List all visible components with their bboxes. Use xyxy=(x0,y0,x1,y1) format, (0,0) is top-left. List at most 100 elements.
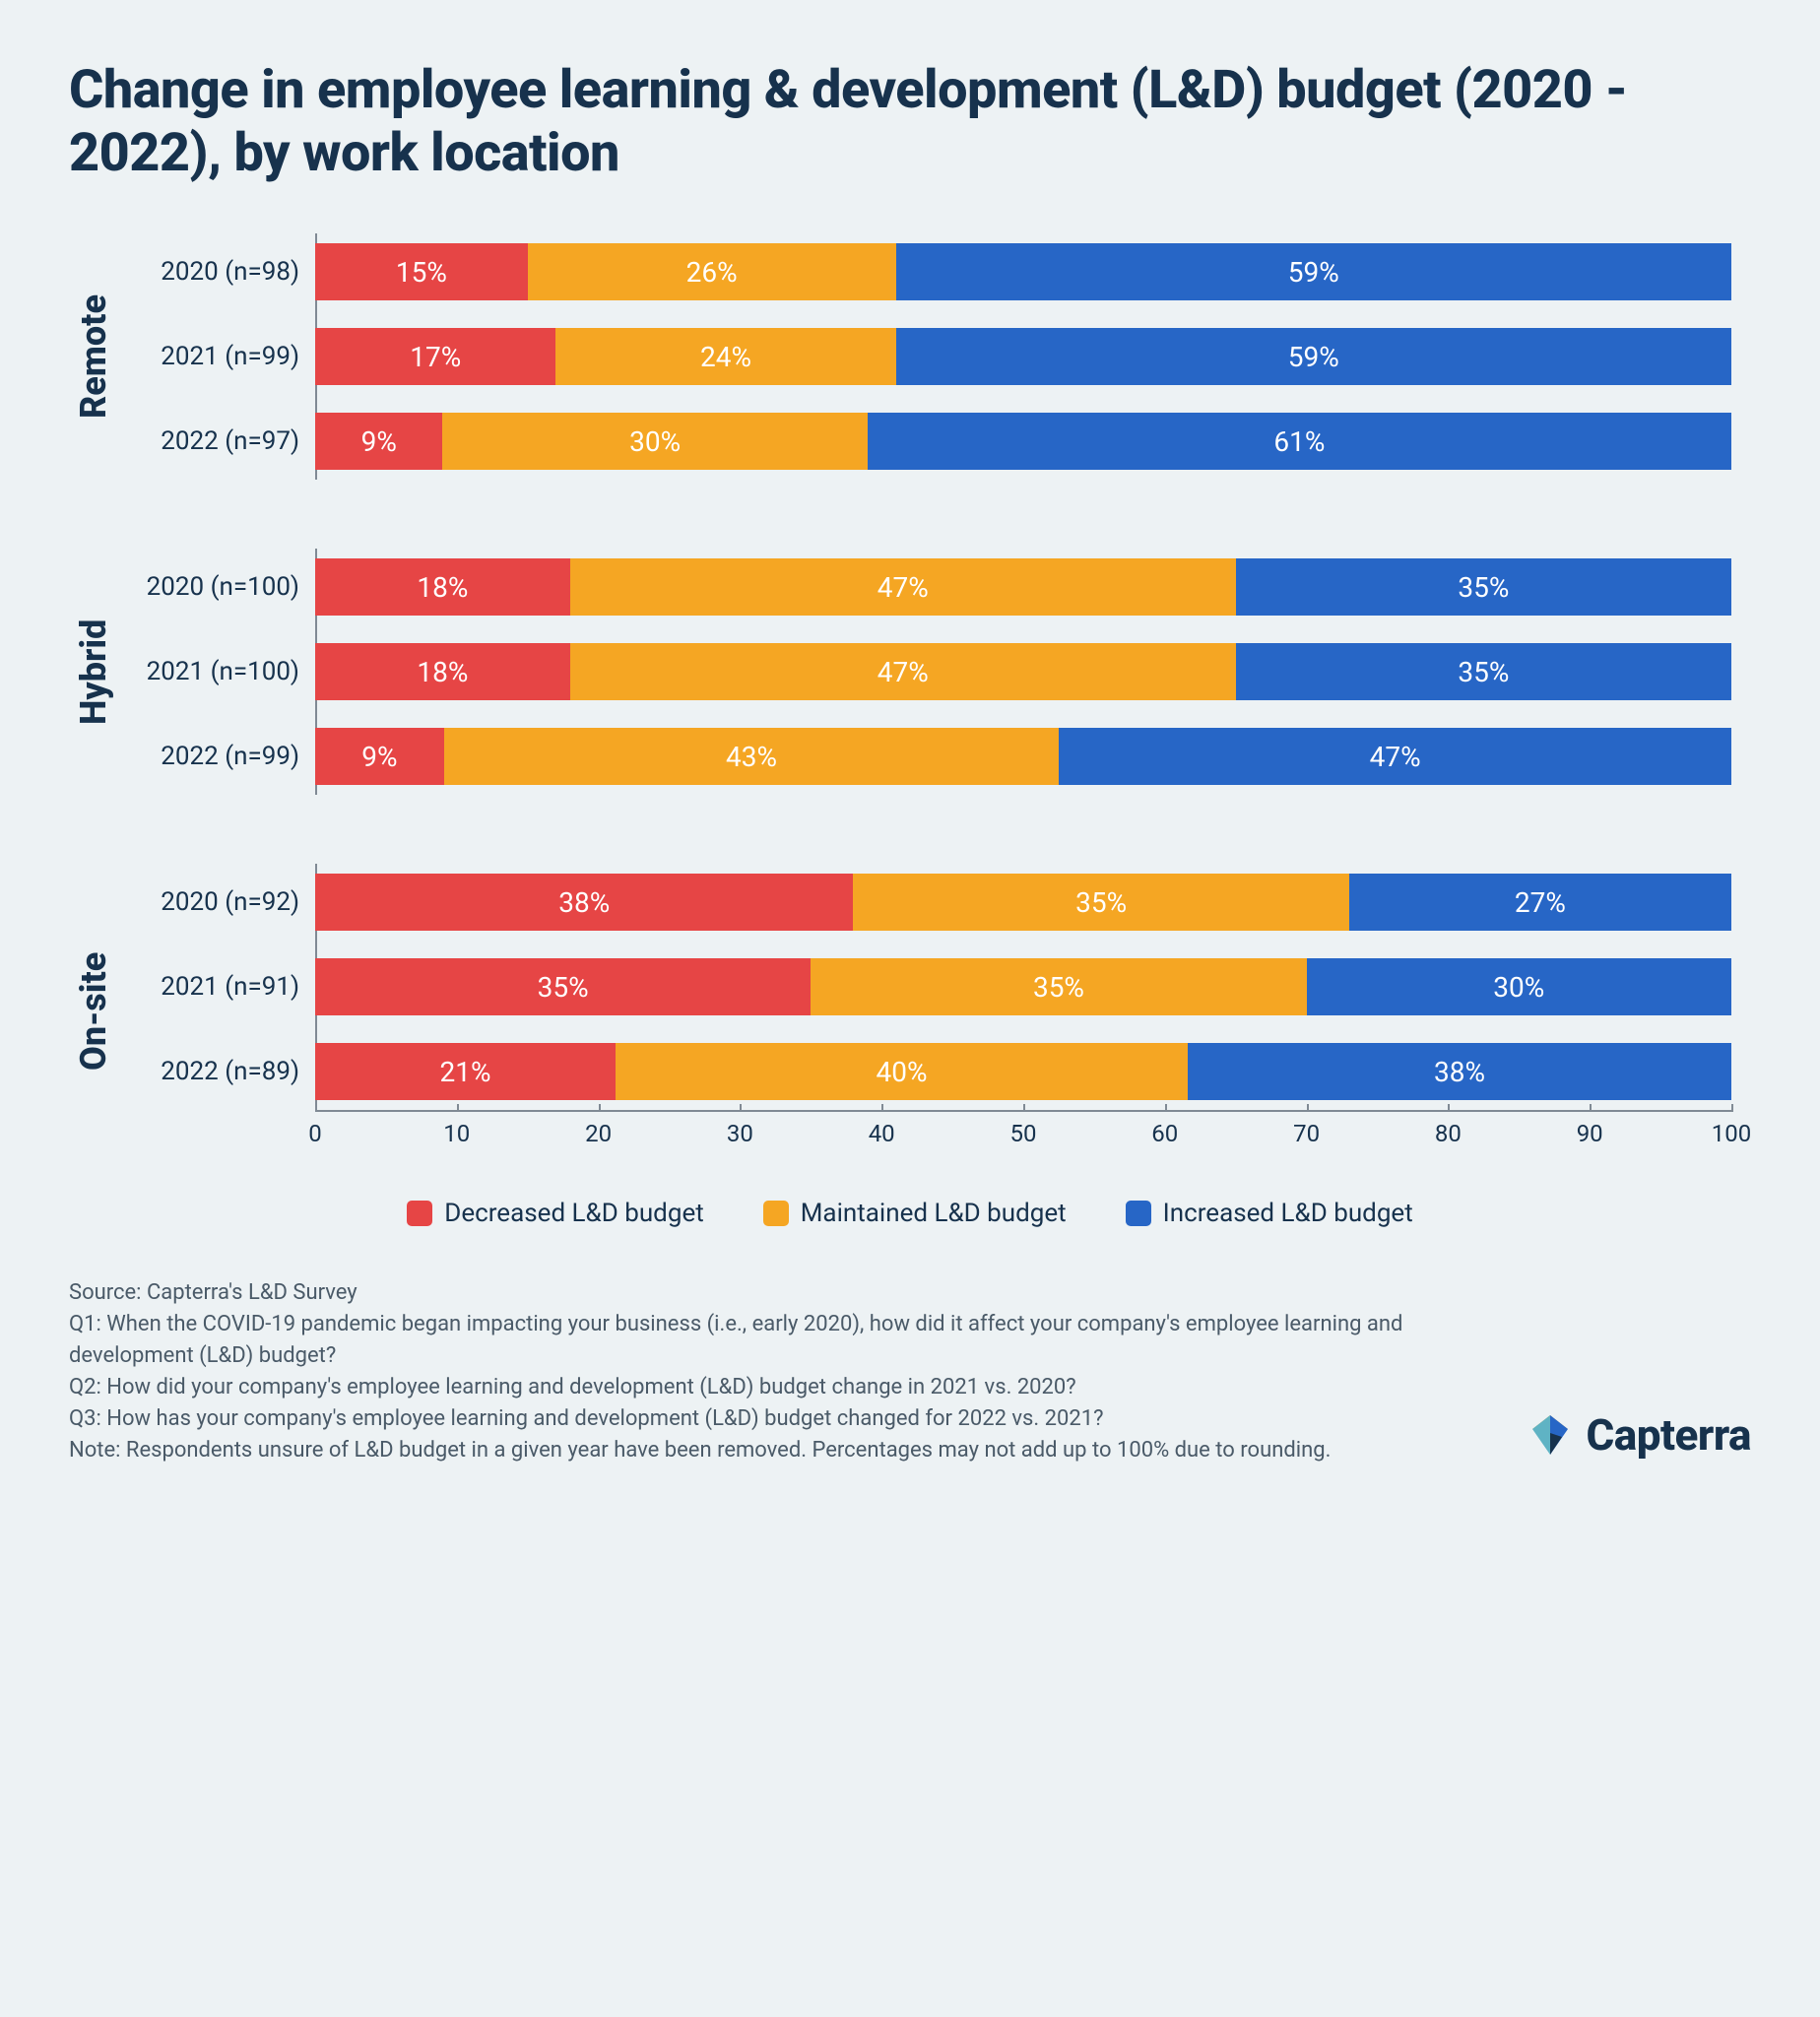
bars: 2020 (n=92)38%35%27% 2021 (n=91)35%35%30%… xyxy=(315,864,1731,1110)
bar-segment-decreased: 9% xyxy=(315,728,444,785)
bar-segment-decreased: 18% xyxy=(315,558,570,616)
axis-tick xyxy=(599,1104,601,1112)
stacked-bar: 15%26%59% xyxy=(315,243,1731,300)
bar-segment-decreased: 15% xyxy=(315,243,528,300)
stacked-bar: 21%40%38% xyxy=(315,1043,1731,1100)
bar-segment-maintained: 47% xyxy=(570,558,1236,616)
footer-q1: Q1: When the COVID-19 pandemic began imp… xyxy=(69,1309,1487,1372)
footer-note: Note: Respondents unsure of L&D budget i… xyxy=(69,1435,1487,1466)
bar-segment-maintained: 35% xyxy=(811,958,1306,1015)
bar-segment-increased: 30% xyxy=(1307,958,1731,1015)
row-label: 2022 (n=99) xyxy=(118,742,315,771)
axis-tick xyxy=(740,1104,742,1112)
bar-row: 2021 (n=91)35%35%30% xyxy=(317,958,1731,1015)
legend: Decreased L&D budget Maintained L&D budg… xyxy=(69,1199,1751,1228)
axis-tick-label: 50 xyxy=(1010,1120,1037,1147)
row-label: 2020 (n=98) xyxy=(118,257,315,287)
footer-q2: Q2: How did your company's employee lear… xyxy=(69,1372,1487,1403)
bar-segment-increased: 27% xyxy=(1349,874,1731,931)
swatch-maintained xyxy=(763,1201,789,1226)
bar-segment-maintained: 43% xyxy=(444,728,1060,785)
chart-group: Remote2020 (n=98)15%26%59%2021 (n=99)17%… xyxy=(69,233,1731,480)
bar-segment-decreased: 18% xyxy=(315,643,570,700)
group-label: Hybrid xyxy=(69,549,118,795)
bar-segment-decreased: 9% xyxy=(315,413,442,470)
axis-tick xyxy=(1023,1104,1025,1112)
legend-label-increased: Increased L&D budget xyxy=(1163,1199,1413,1228)
axis-tick-label: 0 xyxy=(308,1120,322,1147)
stacked-bar: 18%47%35% xyxy=(315,643,1731,700)
capterra-logo-text: Capterra xyxy=(1586,1409,1751,1461)
row-label: 2021 (n=100) xyxy=(118,657,315,686)
chart-group: On-site2020 (n=92)38%35%27%2021 (n=91)35… xyxy=(69,864,1731,1159)
chart-title: Change in employee learning & developmen… xyxy=(69,59,1751,184)
axis-tick xyxy=(315,1104,317,1112)
bar-row: 2020 (n=98)15%26%59% xyxy=(317,243,1731,300)
footer-q3: Q3: How has your company's employee lear… xyxy=(69,1403,1487,1435)
capterra-logo: Capterra xyxy=(1527,1409,1751,1466)
axis-tick-label: 10 xyxy=(443,1120,470,1147)
bar-segment-decreased: 17% xyxy=(315,328,555,385)
axis-tick xyxy=(1165,1104,1167,1112)
row-label: 2022 (n=89) xyxy=(118,1057,315,1086)
legend-label-maintained: Maintained L&D budget xyxy=(801,1199,1067,1228)
bar-row: 2022 (n=97)9%30%61% xyxy=(317,413,1731,470)
stacked-bar: 35%35%30% xyxy=(315,958,1731,1015)
axis-tick-label: 40 xyxy=(869,1120,895,1147)
swatch-increased xyxy=(1126,1201,1151,1226)
axis-tick-label: 70 xyxy=(1293,1120,1320,1147)
bar-row: 2020 (n=100)18%47%35% xyxy=(317,558,1731,616)
bar-segment-maintained: 47% xyxy=(570,643,1236,700)
bar-segment-increased: 47% xyxy=(1059,728,1731,785)
legend-label-decreased: Decreased L&D budget xyxy=(444,1199,703,1228)
bar-row: 2022 (n=99)9%43%47% xyxy=(317,728,1731,785)
bar-segment-increased: 35% xyxy=(1236,558,1731,616)
axis-tick-label: 90 xyxy=(1577,1120,1603,1147)
footer: Source: Capterra's L&D Survey Q1: When t… xyxy=(69,1277,1751,1465)
bar-row: 2021 (n=100)18%47%35% xyxy=(317,643,1731,700)
row-label: 2020 (n=92) xyxy=(118,887,315,917)
chart-group: Hybrid2020 (n=100)18%47%35%2021 (n=100)1… xyxy=(69,549,1731,795)
bar-segment-increased: 38% xyxy=(1188,1043,1731,1100)
bar-segment-maintained: 30% xyxy=(442,413,867,470)
bar-segment-decreased: 21% xyxy=(315,1043,616,1100)
stacked-bar: 18%47%35% xyxy=(315,558,1731,616)
legend-item-increased: Increased L&D budget xyxy=(1126,1199,1413,1228)
bar-segment-increased: 61% xyxy=(868,413,1731,470)
bar-segment-increased: 59% xyxy=(896,243,1731,300)
group-label: On-site xyxy=(69,864,118,1159)
bar-segment-decreased: 38% xyxy=(315,874,853,931)
stacked-bar: 9%30%61% xyxy=(315,413,1731,470)
bars: 2020 (n=100)18%47%35% 2021 (n=100)18%47%3… xyxy=(315,549,1731,795)
axis-tick xyxy=(1590,1104,1592,1112)
axis-tick xyxy=(457,1104,459,1112)
bar-segment-maintained: 40% xyxy=(616,1043,1188,1100)
bars: 2020 (n=98)15%26%59% 2021 (n=99)17%24%59%… xyxy=(315,233,1731,480)
legend-item-decreased: Decreased L&D budget xyxy=(407,1199,703,1228)
axis-tick xyxy=(1448,1104,1450,1112)
bar-segment-maintained: 24% xyxy=(555,328,895,385)
bar-segment-increased: 35% xyxy=(1236,643,1731,700)
axis-tick-label: 80 xyxy=(1435,1120,1462,1147)
bar-segment-maintained: 35% xyxy=(853,874,1348,931)
swatch-decreased xyxy=(407,1201,432,1226)
bar-row: 2020 (n=92)38%35%27% xyxy=(317,874,1731,931)
row-label: 2022 (n=97) xyxy=(118,426,315,456)
bar-row: 2021 (n=99)17%24%59% xyxy=(317,328,1731,385)
axis-tick-label: 60 xyxy=(1151,1120,1178,1147)
axis-tick-label: 30 xyxy=(727,1120,753,1147)
axis-tick xyxy=(881,1104,883,1112)
x-axis: 0102030405060708090100 xyxy=(315,1110,1731,1159)
axis-tick-label: 100 xyxy=(1712,1120,1751,1147)
chart-area: Remote2020 (n=98)15%26%59%2021 (n=99)17%… xyxy=(69,233,1751,1159)
bar-segment-maintained: 26% xyxy=(528,243,896,300)
footer-source: Source: Capterra's L&D Survey xyxy=(69,1277,1487,1309)
row-label: 2020 (n=100) xyxy=(118,572,315,602)
row-label: 2021 (n=99) xyxy=(118,342,315,371)
stacked-bar: 38%35%27% xyxy=(315,874,1731,931)
axis-tick xyxy=(1307,1104,1309,1112)
legend-item-maintained: Maintained L&D budget xyxy=(763,1199,1067,1228)
stacked-bar: 17%24%59% xyxy=(315,328,1731,385)
footer-notes: Source: Capterra's L&D Survey Q1: When t… xyxy=(69,1277,1487,1465)
row-label: 2021 (n=91) xyxy=(118,972,315,1002)
